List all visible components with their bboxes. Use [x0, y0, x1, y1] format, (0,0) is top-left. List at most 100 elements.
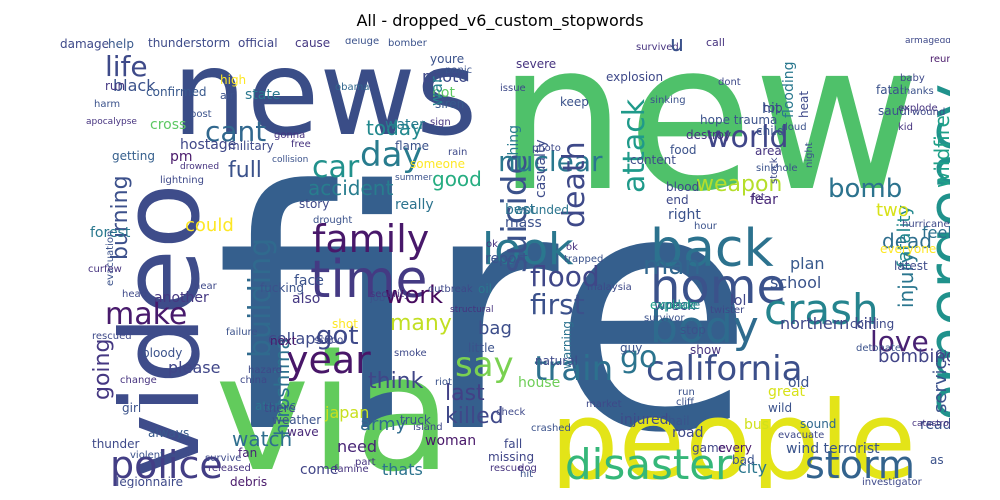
- cloud-word: flood: [530, 260, 600, 293]
- cloud-word: wild: [768, 401, 793, 415]
- cloud-word: accident: [308, 176, 394, 200]
- cloud-word: story: [299, 197, 330, 211]
- cloud-word: ok: [566, 242, 578, 253]
- cloud-word: school: [314, 335, 347, 346]
- cloud-word: armageddon: [905, 38, 950, 46]
- cloud-word: help: [108, 38, 134, 51]
- cloud-word: keep: [560, 95, 589, 109]
- cloud-word: thunderstorm: [148, 38, 231, 50]
- cloud-word: getting: [112, 149, 155, 163]
- cloud-word: debris: [230, 475, 268, 488]
- cloud-word: year: [286, 338, 371, 382]
- cloud-word: top: [763, 101, 783, 115]
- cloud-word: explosion: [606, 70, 664, 84]
- cloud-word: fear: [750, 192, 778, 208]
- cloud-word: apocalypse: [86, 117, 137, 127]
- cloud-word: flame: [395, 139, 429, 153]
- cloud-word: best: [505, 202, 536, 218]
- cloud-word: disaster: [565, 440, 733, 488]
- cloud-word: damage: [60, 38, 110, 51]
- cloud-word: also: [292, 291, 321, 307]
- cloud-word: cliff: [676, 397, 694, 408]
- cloud-word: bus: [744, 417, 770, 433]
- cloud-word: pm: [170, 149, 193, 165]
- cloud-word: every: [718, 441, 752, 455]
- cloud-word: free: [291, 139, 311, 150]
- cloud-word: killed: [445, 404, 504, 429]
- cloud-word: legionnaire: [116, 475, 183, 488]
- cloud-word: head: [122, 289, 147, 300]
- cloud-word: work: [385, 281, 444, 309]
- cloud-word: please: [168, 358, 221, 377]
- cloud-word: wound: [912, 107, 946, 118]
- cloud-word: destroy: [686, 128, 732, 142]
- cloud-word: little: [468, 341, 495, 355]
- cloud-word: look: [482, 224, 574, 275]
- cloud-word: near: [194, 281, 217, 292]
- cloud-word: flooding: [781, 61, 797, 119]
- cloud-word: could: [185, 215, 234, 236]
- cloud-word: thanks: [900, 86, 934, 97]
- cloud-word: day: [360, 135, 423, 175]
- cloud-word: curfew: [88, 264, 122, 275]
- cloud-word: hostage: [180, 137, 237, 153]
- cloud-word: atomic: [255, 399, 297, 413]
- cloud-word: show: [690, 343, 722, 357]
- cloud-word: photo: [532, 143, 561, 154]
- cloud-word: car: [312, 150, 360, 185]
- cloud-word: natural: [535, 354, 578, 368]
- cloud-word: failure: [226, 327, 258, 338]
- cloud-word: watch: [232, 427, 293, 451]
- cloud-word: hit: [520, 469, 534, 480]
- cloud-word: security: [370, 289, 410, 300]
- cloud-word: check: [496, 407, 526, 418]
- cloud-word: ok: [486, 239, 498, 250]
- cloud-word: lot: [752, 192, 765, 203]
- cloud-word: drought: [313, 215, 353, 226]
- cloud-word: fire: [215, 121, 755, 488]
- cloud-word: released: [208, 463, 251, 474]
- cloud-word: reunion: [930, 54, 950, 65]
- cloud-word: wave: [287, 425, 319, 439]
- cloud-word: air: [220, 89, 235, 102]
- cloud-word: china: [240, 375, 268, 386]
- cloud-word: sound: [800, 417, 837, 431]
- cloud-word: say: [455, 345, 514, 385]
- cloud-word: bomb: [828, 174, 903, 204]
- cloud-word: fatal: [876, 83, 903, 97]
- cloud-word: end: [666, 193, 689, 207]
- cloud-word: wounded: [514, 203, 569, 217]
- cloud-word: saudi: [878, 104, 911, 118]
- cloud-word: crashed: [531, 423, 571, 434]
- cloud-word: missing: [488, 450, 535, 464]
- cloud-word: run: [678, 387, 695, 398]
- cloud-word: going: [90, 338, 115, 400]
- cloud-word: collision: [272, 155, 309, 165]
- cloud-word: harm: [94, 99, 121, 110]
- cloud-word: warning: [560, 320, 574, 369]
- cloud-word: coming: [850, 317, 895, 331]
- cloud-word: issue: [500, 83, 526, 94]
- cloud-word: many: [390, 311, 452, 336]
- cloud-word: black: [113, 76, 156, 95]
- cloud-word: rescued: [92, 331, 132, 342]
- cloud-word: official: [238, 38, 278, 50]
- cloud-word: investigator: [862, 477, 922, 488]
- cloud-word: call: [706, 38, 725, 49]
- cloud-word: life: [105, 50, 148, 83]
- cloud-word: guy: [620, 341, 643, 355]
- cloud-word: island: [413, 422, 443, 433]
- cloud-word: last: [445, 381, 485, 406]
- cloud-word: as: [930, 453, 944, 467]
- cloud-word: hot: [432, 85, 455, 101]
- cloud-word: feel: [922, 223, 950, 242]
- cloud-word: sinking: [650, 95, 686, 106]
- cloud-word: dog: [518, 463, 537, 474]
- cloud-word: twister: [710, 305, 745, 316]
- cloud-word: man: [643, 251, 701, 281]
- cloud-word: city: [738, 458, 767, 477]
- cloud-word: family: [312, 217, 430, 261]
- cloud-word: bag: [478, 318, 512, 339]
- cloud-word: another: [154, 290, 209, 306]
- cloud-word: evacuation: [105, 230, 116, 286]
